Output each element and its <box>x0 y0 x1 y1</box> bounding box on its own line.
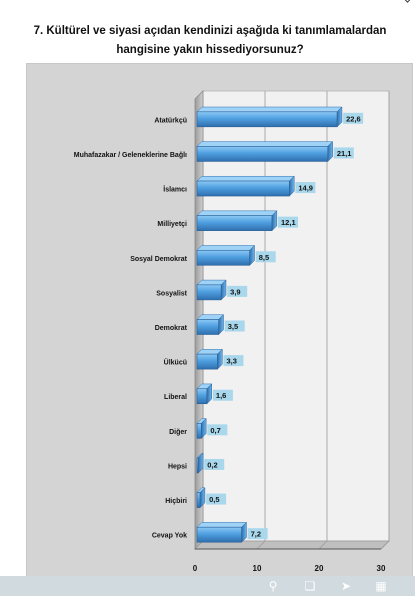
value-label: 8,5 <box>259 253 269 262</box>
value-label: 1,6 <box>216 391 226 400</box>
gridline-floor <box>256 540 266 550</box>
bar <box>196 353 218 370</box>
bar <box>196 284 222 301</box>
category-label: Demokrat <box>155 325 188 332</box>
value-label: 22,6 <box>346 114 361 123</box>
zoom-icon[interactable]: ⚲ <box>268 579 278 593</box>
x-tick-label: 20 <box>315 564 324 573</box>
bar-top-face <box>196 175 295 182</box>
viewer-toolbar: ⚲ ❏ ➤ ▦ <box>0 576 415 596</box>
bar <box>196 388 208 405</box>
category-label: Liberal <box>164 394 187 401</box>
bar-top-face <box>196 141 334 147</box>
value-label: 3,5 <box>228 322 238 331</box>
copy-icon[interactable]: ❏ <box>304 579 316 593</box>
value-label-box <box>255 251 276 263</box>
chart-frame: 0 10 20 30 Atatürkçü 22,6 Muhafazakar / Gelene… <box>26 63 413 577</box>
category-label: Cevap Yok <box>152 533 187 540</box>
bar <box>196 319 220 335</box>
bar-end-cap <box>218 314 224 336</box>
bar <box>196 526 242 543</box>
bar <box>196 492 201 508</box>
bar-end-cap <box>241 521 247 543</box>
value-label-box <box>343 112 364 124</box>
corner-mark <box>402 0 413 3</box>
bar-end-cap <box>336 106 343 128</box>
value-label-box <box>295 182 316 194</box>
category-label: Sosyalist <box>156 290 187 297</box>
value-label: 0,2 <box>207 460 217 469</box>
bar-top-face <box>196 245 256 251</box>
category-label: Milliyetçi <box>157 221 187 228</box>
value-label-box <box>223 355 244 367</box>
x-tick-label: 10 <box>253 564 262 573</box>
category-label: İslamcı <box>163 186 187 194</box>
value-label-box <box>206 493 227 505</box>
bar-end-cap <box>220 279 227 301</box>
bar <box>196 215 273 231</box>
category-label: Sosyal Demokrat <box>130 256 187 263</box>
category-label: Ülkücü <box>164 358 187 367</box>
gridline-floor <box>318 540 328 550</box>
chart-title-line-2: hangisine yakın hissediyorsunuz? <box>116 44 304 56</box>
value-label-box <box>212 389 233 401</box>
bar-end-cap <box>327 141 333 163</box>
value-label: 12,1 <box>281 218 296 227</box>
bar-end-cap <box>249 244 255 266</box>
value-label-box <box>247 528 268 540</box>
grid-icon[interactable]: ▦ <box>375 579 387 593</box>
bar-end-cap <box>271 210 278 232</box>
bar-end-cap <box>217 348 223 370</box>
bar <box>196 423 202 439</box>
bar-end-cap <box>199 487 206 509</box>
bar-end-cap <box>201 417 207 439</box>
value-label-box <box>278 216 299 228</box>
x-tick-label: 30 <box>377 564 386 573</box>
category-label: Diğer <box>169 429 187 436</box>
value-label: 3,9 <box>230 287 240 296</box>
category-label: Atatürkçü <box>154 117 187 124</box>
x-tick-label: 0 <box>193 564 198 573</box>
value-label: 7,2 <box>251 530 261 539</box>
value-label: 3,3 <box>226 357 236 366</box>
category-label: Hiçbiri <box>165 498 187 505</box>
value-label-box <box>227 285 248 297</box>
chart-title-line-1: 7. Kültürel ve siyasi açıdan kendinizi a… <box>33 25 387 37</box>
bar-end-cap <box>289 175 295 197</box>
bar-top-face <box>196 522 248 528</box>
share-icon[interactable]: ➤ <box>340 579 352 593</box>
value-label-box <box>333 147 354 159</box>
bar <box>196 249 251 266</box>
bar <box>196 111 338 128</box>
bar-top-face <box>196 210 278 216</box>
value-label-box <box>207 424 228 436</box>
gridline-floor <box>380 540 390 550</box>
value-label: 0,5 <box>209 495 219 504</box>
value-label-box <box>204 458 225 470</box>
bar-chart: 0 10 20 30 Atatürkçü 22,6 Muhafazakar / Gelene… <box>74 90 390 573</box>
bar-end-cap <box>206 383 212 405</box>
bar <box>196 146 329 162</box>
value-label: 0,7 <box>210 426 220 435</box>
category-label: Muhafazakar / Geleneklerine Bağlı <box>74 152 187 159</box>
bar-top-face <box>196 106 343 113</box>
category-label: Hepsi <box>168 463 187 470</box>
value-label: 14,9 <box>298 184 313 193</box>
chart-title: 7. Kültürel ve siyasi açıdan kendinizi a… <box>10 22 410 60</box>
bar <box>196 180 290 197</box>
bar-end-cap <box>197 452 204 474</box>
value-label: 21,1 <box>337 149 352 158</box>
value-label-box <box>224 320 245 332</box>
